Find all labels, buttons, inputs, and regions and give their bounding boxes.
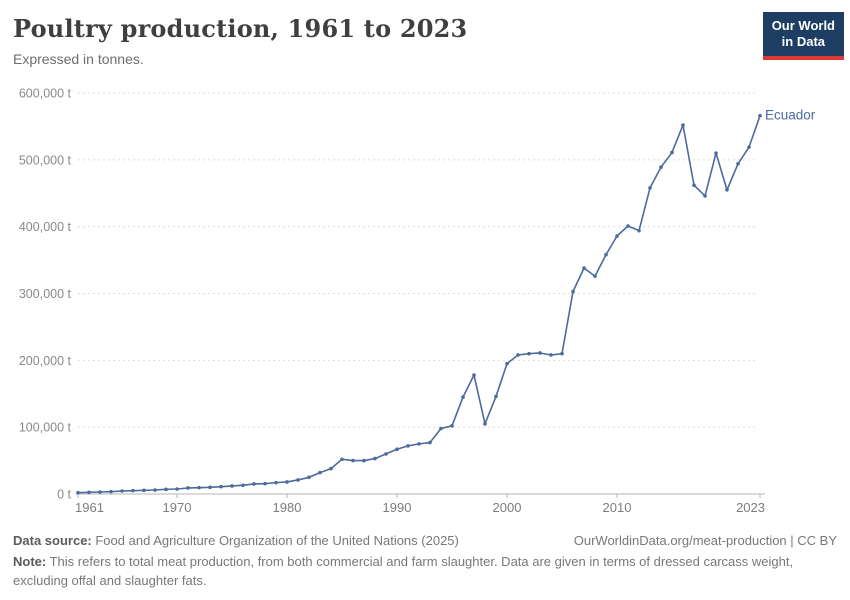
page-title: Poultry production, 1961 to 2023 — [13, 14, 468, 43]
data-point-marker[interactable] — [549, 353, 553, 357]
line-chart[interactable]: 0 t 100,000 t 200,000 t 300,000 t 400,000 t 5… — [0, 0, 850, 530]
data-point-marker[interactable] — [197, 485, 201, 490]
data-point-marker[interactable] — [274, 480, 278, 485]
data-point-marker[interactable] — [692, 183, 696, 188]
owid-logo-line2: in Data — [781, 34, 826, 50]
data-point-marker[interactable] — [637, 228, 641, 233]
data-point-marker[interactable] — [241, 483, 245, 488]
data-point-marker[interactable] — [736, 162, 740, 166]
owid-logo-line1: Our World — [771, 18, 835, 33]
data-point-marker[interactable] — [725, 188, 729, 192]
entity-label[interactable]: Ecuador — [765, 108, 816, 123]
owid-url-license[interactable]: OurWorldinData.org/meat-production | CC … — [573, 533, 837, 548]
data-point-marker[interactable] — [87, 490, 91, 495]
data-source-label: Data source: — [13, 533, 92, 548]
y-axis-tick-label: 300,000 t — [19, 287, 72, 301]
data-point-marker[interactable] — [131, 488, 135, 493]
data-point-marker[interactable] — [142, 488, 146, 493]
data-point-marker[interactable] — [175, 487, 179, 491]
data-point-marker[interactable] — [164, 487, 168, 492]
data-point-marker[interactable] — [373, 456, 377, 461]
data-point-marker[interactable] — [505, 361, 509, 366]
y-axis-tick-label: 400,000 t — [19, 220, 72, 234]
data-point-marker[interactable] — [98, 490, 102, 494]
data-point-marker[interactable] — [296, 478, 300, 482]
data-point-marker[interactable] — [153, 488, 157, 492]
data-point-marker[interactable] — [560, 351, 564, 356]
data-point-marker[interactable] — [571, 289, 575, 294]
y-axis-tick-label: 200,000 t — [19, 354, 72, 368]
data-point-marker[interactable] — [472, 373, 476, 377]
data-point-marker[interactable] — [670, 150, 674, 155]
x-axis-tick-label: 2010 — [603, 500, 632, 515]
chart-footer: Data source: Food and Agriculture Organi… — [13, 532, 837, 591]
x-axis-tick-label: 2023 — [736, 500, 765, 515]
data-source-text: Food and Agriculture Organization of the… — [91, 533, 459, 548]
data-point-marker[interactable] — [483, 422, 487, 426]
x-axis-tick-label: 1970 — [163, 500, 192, 515]
data-point-marker[interactable] — [538, 351, 542, 355]
data-point-marker[interactable] — [109, 489, 113, 494]
note-text: This refers to total meat production, fr… — [13, 553, 794, 588]
data-point-marker[interactable] — [593, 274, 597, 278]
data-point-marker[interactable] — [604, 252, 608, 257]
data-point-marker[interactable] — [703, 194, 707, 198]
x-axis-tick-label: 1990 — [383, 500, 412, 515]
data-point-marker[interactable] — [76, 490, 80, 495]
data-point-marker[interactable] — [318, 470, 322, 475]
data-point-marker[interactable] — [747, 145, 751, 149]
production-line[interactable] — [77, 115, 761, 494]
data-point-marker[interactable] — [527, 351, 531, 356]
data-point-marker[interactable] — [186, 486, 190, 490]
data-point-marker[interactable] — [351, 458, 355, 463]
y-axis-tick-label: 0 t — [57, 488, 71, 502]
owid-logo[interactable]: Our World in Data — [762, 12, 844, 60]
data-point-marker[interactable] — [648, 186, 652, 190]
data-point-marker[interactable] — [516, 353, 520, 357]
data-point-marker[interactable] — [428, 440, 432, 445]
x-axis-tick-label: 1961 — [75, 500, 104, 515]
x-axis-tick-label: 1980 — [273, 500, 302, 515]
data-point-marker[interactable] — [758, 113, 762, 118]
data-point-marker[interactable] — [659, 165, 663, 169]
data-point-marker[interactable] — [615, 234, 619, 238]
note-label: Note: — [13, 553, 47, 569]
data-point-marker[interactable] — [494, 394, 498, 399]
data-point-marker[interactable] — [219, 484, 223, 489]
data-source-line: Data source: Food and Agriculture Organi… — [13, 532, 459, 551]
chart-subtitle: Expressed in tonnes. — [13, 51, 144, 67]
data-point-marker[interactable] — [681, 123, 685, 127]
data-point-marker[interactable] — [307, 475, 311, 480]
chart-header: Poultry production, 1961 to 2023 Express… — [13, 14, 753, 67]
data-point-marker[interactable] — [582, 266, 586, 270]
data-point-marker[interactable] — [406, 444, 410, 448]
y-axis-tick-label: 500,000 t — [19, 153, 72, 167]
data-point-marker[interactable] — [384, 452, 388, 456]
data-point-marker[interactable] — [263, 481, 267, 486]
data-point-marker[interactable] — [208, 485, 212, 490]
data-point-marker[interactable] — [461, 395, 465, 399]
data-point-marker[interactable] — [340, 457, 344, 462]
data-point-marker[interactable] — [626, 224, 630, 228]
y-axis-tick-label: 600,000 t — [19, 87, 72, 101]
x-axis-tick-label: 2000 — [493, 500, 522, 515]
poultry-production-chart-canvas[interactable]: 0 t 100,000 t 200,000 t 300,000 t 400,000 t 5… — [0, 0, 850, 530]
data-point-marker[interactable] — [362, 458, 366, 463]
data-point-marker[interactable] — [450, 424, 454, 428]
chart-note: Note: This refers to total meat producti… — [13, 553, 818, 591]
data-point-marker[interactable] — [439, 426, 443, 431]
data-point-marker[interactable] — [395, 447, 399, 452]
data-point-marker[interactable] — [329, 466, 333, 471]
data-point-marker[interactable] — [230, 484, 234, 488]
y-axis-tick-label: 100,000 t — [19, 421, 72, 435]
data-point-marker[interactable] — [252, 482, 256, 486]
data-point-marker[interactable] — [120, 489, 124, 493]
data-point-marker[interactable] — [417, 442, 421, 446]
data-point-marker[interactable] — [285, 480, 289, 484]
data-point-marker[interactable] — [714, 151, 718, 155]
